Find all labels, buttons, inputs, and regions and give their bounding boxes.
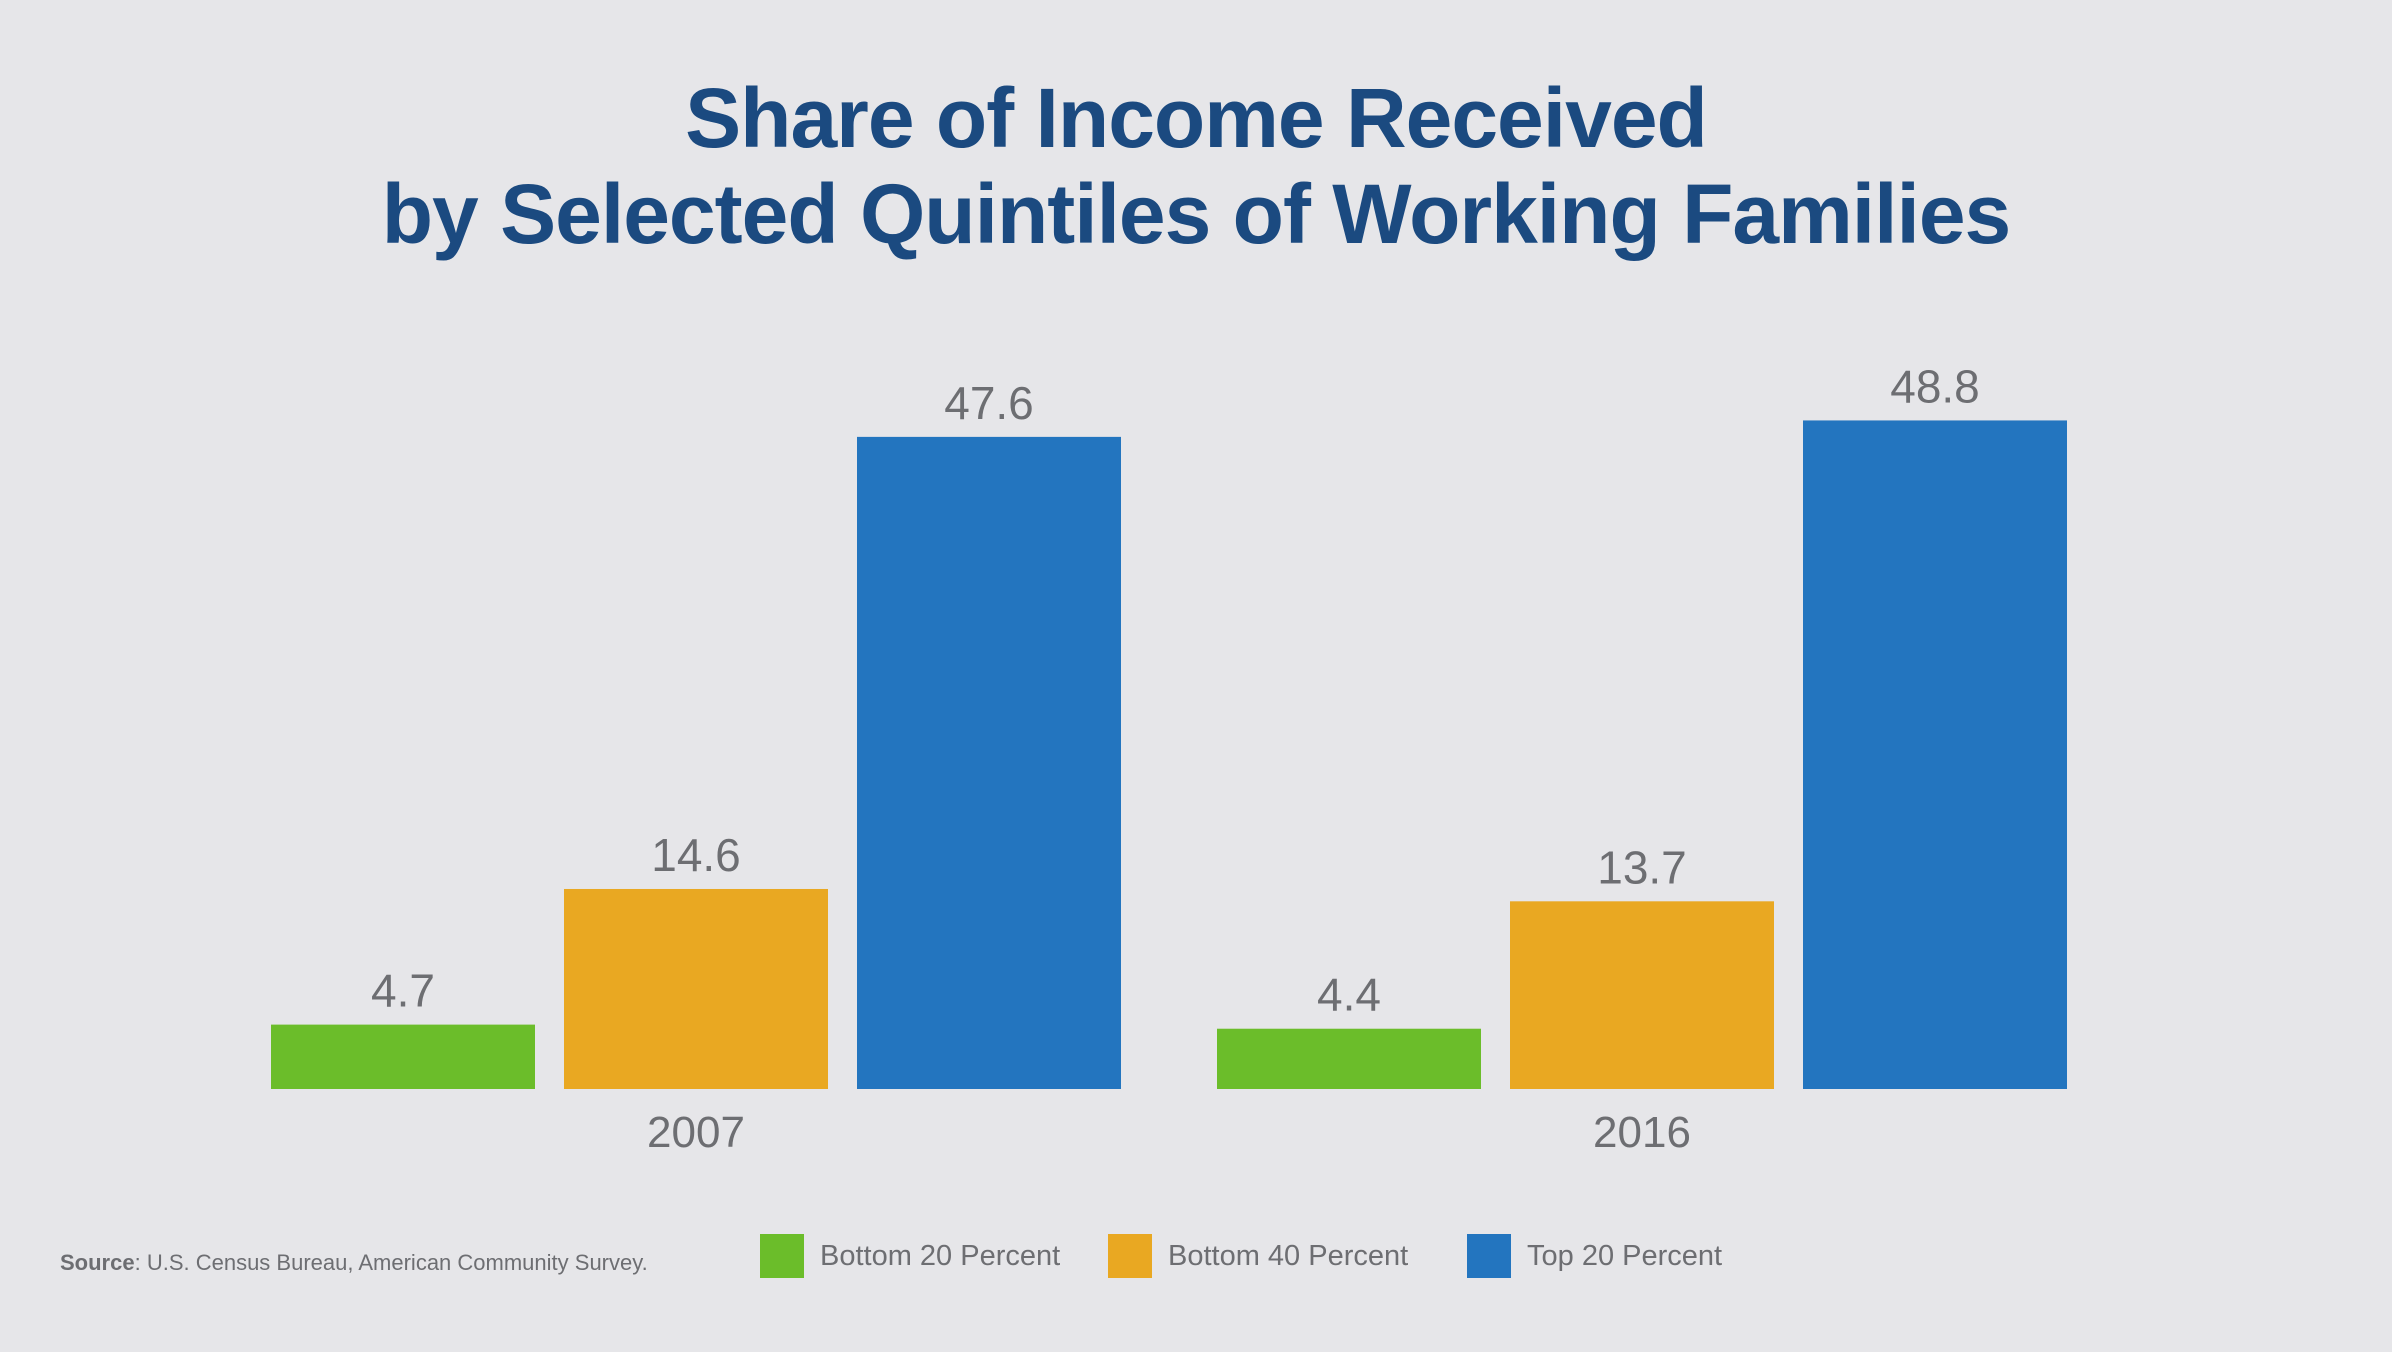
legend-item-top-20: Top 20 Percent xyxy=(1467,1234,1722,1278)
category-label-2007: 2007 xyxy=(647,1108,745,1157)
legend-item-bottom-20: Bottom 20 Percent xyxy=(760,1234,1060,1278)
data-label-bottom-20-percent-2007: 4.7 xyxy=(371,965,435,1017)
bars-layer xyxy=(271,420,2067,1089)
bar-bottom-40-percent-2007 xyxy=(564,888,828,1089)
source-note: Source: U.S. Census Bureau, American Com… xyxy=(60,1250,648,1276)
chart-title-line-1: Share of Income Received xyxy=(685,71,1708,165)
value-labels-layer: 4.7 14.6 47.6 4.4 13.7 48.8 xyxy=(371,360,1980,1020)
legend-label-top-20: Top 20 Percent xyxy=(1527,1239,1723,1272)
source-text: : U.S. Census Bureau, American Community… xyxy=(134,1250,648,1275)
data-label-top-20-percent-2016: 48.8 xyxy=(1890,360,1980,412)
data-label-bottom-40-percent-2007: 14.6 xyxy=(651,829,741,881)
legend-swatch-bottom-20 xyxy=(760,1234,804,1278)
legend-label-bottom-40: Bottom 40 Percent xyxy=(1168,1239,1409,1272)
bar-top-20-percent-2007 xyxy=(857,436,1121,1089)
chart-title: Share of Income Received by Selected Qui… xyxy=(0,70,2392,262)
category-label-2016: 2016 xyxy=(1593,1108,1691,1157)
bar-bottom-20-percent-2016 xyxy=(1217,1028,1481,1089)
data-label-bottom-20-percent-2016: 4.4 xyxy=(1317,969,1381,1021)
bar-bottom-20-percent-2007 xyxy=(271,1024,535,1089)
legend-swatch-bottom-40 xyxy=(1108,1234,1152,1278)
source-label: Source xyxy=(60,1250,135,1275)
legend-item-bottom-40: Bottom 40 Percent xyxy=(1108,1234,1408,1278)
legend-swatch-top-20 xyxy=(1467,1234,1511,1278)
chart-title-line-2: by Selected Quintiles of Working Familie… xyxy=(381,167,2012,261)
chart-footer: Source: U.S. Census Bureau, American Com… xyxy=(0,1230,2392,1290)
data-label-top-20-percent-2007: 47.6 xyxy=(944,377,1034,429)
legend-label-bottom-20: Bottom 20 Percent xyxy=(820,1239,1061,1272)
data-label-bottom-40-percent-2016: 13.7 xyxy=(1597,841,1687,893)
category-labels-layer: 2007 2016 xyxy=(647,1108,1691,1157)
bar-bottom-40-percent-2016 xyxy=(1510,901,1774,1089)
bar-top-20-percent-2016 xyxy=(1803,420,2067,1089)
